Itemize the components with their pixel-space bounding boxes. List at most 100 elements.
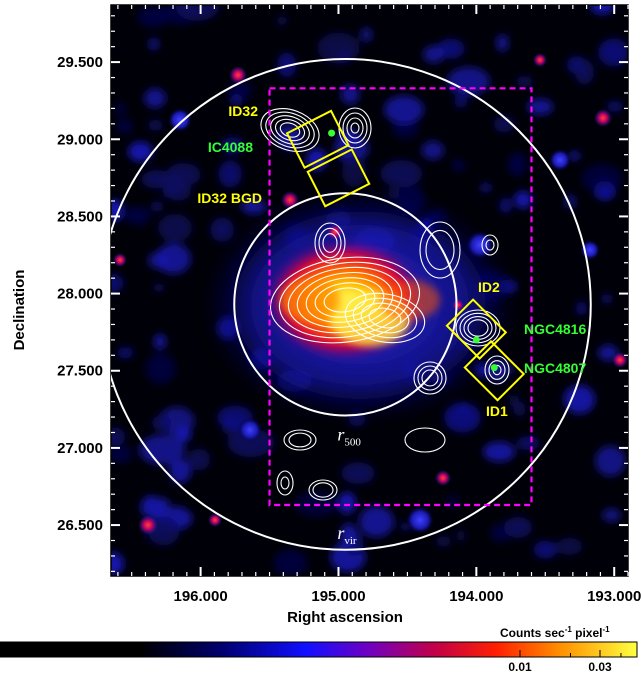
noise-blob — [602, 508, 621, 522]
galaxy-marker-layer — [328, 129, 498, 372]
y-tick-label: 27.500 — [57, 363, 103, 380]
noise-blob — [507, 152, 527, 177]
contour — [488, 360, 506, 380]
noise-blob — [157, 213, 193, 242]
noise-blob — [145, 352, 176, 385]
noise-blob — [162, 5, 198, 26]
contour — [404, 427, 446, 453]
noise-blob — [451, 159, 466, 172]
label-galaxy-ngc4807: NGC4807 — [524, 360, 586, 376]
noise-blob — [384, 95, 424, 124]
noise-blob — [516, 436, 540, 451]
tick-marks — [111, 5, 629, 576]
contour — [278, 261, 412, 339]
point-source — [208, 513, 222, 527]
point-source — [229, 66, 247, 84]
noise-blob — [590, 5, 615, 14]
contour — [280, 476, 290, 490]
noise-blob — [603, 294, 611, 304]
point-source — [594, 109, 612, 127]
x-tick-label: 194.000 — [449, 588, 503, 605]
contour — [296, 272, 394, 328]
noise-blob — [581, 163, 623, 193]
diffuse-blob — [466, 231, 494, 259]
noise-blob — [151, 415, 172, 431]
noise-blob — [169, 459, 191, 484]
diffuse-blob — [238, 418, 262, 442]
noise-blob — [111, 552, 124, 576]
contour — [425, 229, 455, 271]
noise-blob — [227, 428, 275, 458]
noise-blob — [533, 540, 558, 559]
noise-blob — [483, 441, 515, 462]
noise-blob — [152, 201, 162, 212]
field-box — [268, 87, 533, 507]
contour — [276, 470, 294, 496]
point-source — [138, 515, 158, 535]
y-tick-label: 28.500 — [57, 208, 103, 225]
contour — [350, 122, 360, 134]
noise-blob — [157, 497, 170, 511]
contour — [288, 432, 312, 448]
contour — [419, 221, 461, 279]
noise-blob — [128, 141, 153, 162]
label-region-id2: ID2 — [478, 279, 500, 295]
contour — [346, 117, 364, 139]
noise-blob — [343, 494, 355, 505]
contour — [312, 482, 334, 498]
circle-500 — [233, 192, 458, 417]
galaxy-marker-ngc4807 — [490, 364, 498, 372]
colorbar-tick-label: 0.01 — [508, 660, 532, 674]
noise-blob — [598, 38, 628, 67]
region-id2 — [445, 298, 508, 360]
colorbar-title-main: Counts sec — [500, 626, 565, 640]
noise-blob — [144, 88, 166, 108]
x-tick-label: 196.000 — [173, 588, 227, 605]
colorbar-title: Counts sec-1 pixel-1 — [500, 625, 610, 640]
contour — [352, 297, 418, 339]
noise-blob — [574, 59, 594, 85]
contour — [283, 429, 317, 451]
contour — [305, 277, 385, 323]
noise-blob — [359, 506, 394, 538]
noise-blob — [514, 191, 532, 209]
point-source — [281, 191, 299, 209]
noise-blob — [423, 45, 445, 64]
y-tick-label: 28.000 — [57, 286, 103, 303]
noise-blob — [147, 251, 169, 270]
noise-blob — [496, 34, 509, 52]
noise-blob — [152, 283, 165, 292]
x-tick-label: 193.000 — [587, 588, 641, 605]
noise-blob — [175, 426, 192, 443]
contour — [455, 309, 501, 347]
noise-blob — [516, 76, 533, 88]
noise-blob — [480, 183, 491, 193]
region-layer — [285, 109, 526, 402]
noise-blob — [568, 151, 581, 161]
contour — [421, 369, 439, 387]
diffuse-blob — [168, 108, 192, 132]
radius-circles — [111, 58, 592, 551]
noise-blob — [340, 523, 358, 547]
contour — [260, 108, 320, 152]
field-box-layer — [268, 87, 533, 507]
noise-blob — [115, 101, 126, 117]
y-tick-label: 26.500 — [57, 517, 103, 534]
noise-blob — [606, 100, 624, 112]
noise-blob — [421, 140, 444, 160]
noise-blob — [576, 301, 587, 316]
contour — [322, 233, 338, 253]
contour — [314, 282, 376, 318]
noise-blob — [116, 119, 133, 134]
noise-blob — [447, 67, 490, 96]
label-rvir: rvir — [337, 523, 357, 547]
x-axis-title: Right ascension — [287, 609, 403, 626]
colorbar-tick-label: 0.03 — [588, 660, 612, 674]
point-source — [113, 253, 127, 267]
noise-blob — [111, 444, 134, 464]
region-id32-bgd — [306, 148, 371, 208]
noise-blob — [166, 162, 201, 187]
noise-blob — [456, 529, 466, 542]
contour — [417, 365, 443, 391]
